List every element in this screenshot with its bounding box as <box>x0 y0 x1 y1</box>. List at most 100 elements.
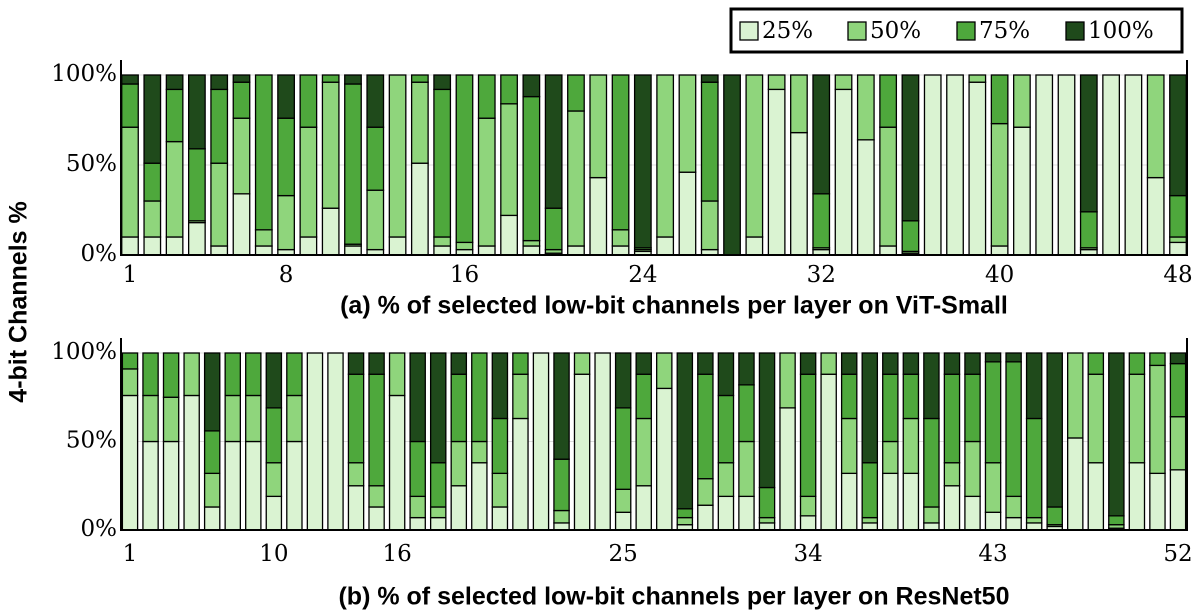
bar-segment <box>491 417 509 475</box>
bar-segment <box>968 81 987 256</box>
bar-segment <box>450 352 468 375</box>
bar-segment <box>676 508 694 519</box>
bar-segment <box>232 193 251 256</box>
bar-segment <box>471 352 488 443</box>
bar-segment <box>121 236 139 256</box>
bar-segment <box>410 81 429 164</box>
bar-segment <box>410 74 429 83</box>
bar-segment <box>254 229 273 247</box>
legend-swatch <box>847 21 867 41</box>
bar-segment <box>306 352 324 531</box>
bar-segment <box>820 373 837 531</box>
bar-segment <box>820 352 837 375</box>
x-tick-label: 32 <box>807 262 836 288</box>
bar-segment <box>162 352 180 398</box>
bar-segment <box>1046 352 1063 508</box>
bar-segment <box>611 74 630 231</box>
bar-segment <box>286 440 303 531</box>
bar-segment <box>990 74 1009 125</box>
bar-segment <box>923 417 940 508</box>
bar-segment <box>635 417 652 487</box>
bar-segment <box>224 440 241 531</box>
bar-segment <box>491 352 509 420</box>
bar-segment <box>901 220 920 253</box>
bar-segment <box>165 74 184 91</box>
bar-segment <box>410 162 429 256</box>
bar-segment <box>142 440 159 531</box>
bar-segment <box>491 506 509 531</box>
bar-segment <box>1149 364 1166 475</box>
bar-segment <box>923 506 940 524</box>
bar-segment <box>614 352 632 409</box>
bar-segment <box>347 485 365 531</box>
bar-segment <box>700 74 719 83</box>
bar-segment <box>368 352 385 375</box>
bar-segment <box>738 440 755 498</box>
bar-segment <box>984 361 1002 464</box>
bar-segment <box>614 407 632 490</box>
bar-segment <box>964 352 981 375</box>
bar-segment <box>368 373 385 487</box>
bar-segment <box>455 241 474 251</box>
bar-segment <box>347 373 365 464</box>
bar-segment <box>1025 417 1043 519</box>
x-tick-label: 43 <box>978 541 1007 567</box>
bar-segment <box>368 485 385 508</box>
bar-segment <box>1102 74 1121 256</box>
bar-segment <box>879 126 898 247</box>
x-tick-label: 48 <box>1163 262 1192 288</box>
bar-segment <box>840 352 858 375</box>
bar-segment <box>450 373 468 443</box>
bar-segment <box>512 373 529 420</box>
bar-segment <box>344 83 362 245</box>
bar-segment <box>143 74 162 164</box>
bar-segment <box>717 495 735 531</box>
bar-segment <box>187 148 206 222</box>
bar-segment <box>1146 74 1165 179</box>
bar-segment <box>1005 352 1022 363</box>
bar-segment <box>265 495 283 531</box>
bar-segment <box>277 117 295 197</box>
bar-segment <box>1035 74 1054 256</box>
bar-segment <box>1067 437 1084 531</box>
bar-segment <box>299 126 318 238</box>
bar-segment <box>656 352 673 390</box>
bar-segment <box>861 516 879 524</box>
bar-segment <box>656 74 675 238</box>
bar-segment <box>1169 362 1187 418</box>
bar-segment <box>1005 516 1022 531</box>
bar-segment <box>366 189 385 251</box>
bar-segment <box>162 440 180 531</box>
bar-segment <box>984 462 1002 513</box>
bar-segment <box>265 407 283 464</box>
y-tick-label: 0% <box>81 241 118 267</box>
bar-segment <box>1087 462 1105 531</box>
bar-segment <box>861 352 879 464</box>
bar-segment <box>902 417 920 475</box>
bar-segment <box>1169 74 1187 197</box>
bar-segment <box>635 485 652 531</box>
bar-segment <box>633 74 652 249</box>
bar-segment <box>321 207 340 256</box>
chart-title: (b) % of selected low-bit channels per l… <box>338 583 1009 611</box>
bar-segment <box>321 74 340 83</box>
bar-segment <box>245 394 262 443</box>
bar-segment <box>500 214 518 256</box>
bar-segment <box>121 83 139 128</box>
legend-label: 25% <box>762 18 813 44</box>
bar-segment <box>409 495 426 519</box>
legend-label: 50% <box>870 18 921 44</box>
bar-segment <box>544 207 563 251</box>
bar-segment <box>143 236 162 256</box>
bar-segment <box>1108 352 1125 517</box>
bar-segment <box>790 74 808 134</box>
bar-segment <box>1108 515 1125 526</box>
bar-segment <box>277 74 295 119</box>
bar-segment <box>902 373 920 420</box>
bar-segment <box>500 74 518 105</box>
bar-segment <box>812 74 831 195</box>
bar-segment <box>700 200 719 251</box>
bar-segment <box>635 373 652 420</box>
bar-segment <box>165 140 184 238</box>
